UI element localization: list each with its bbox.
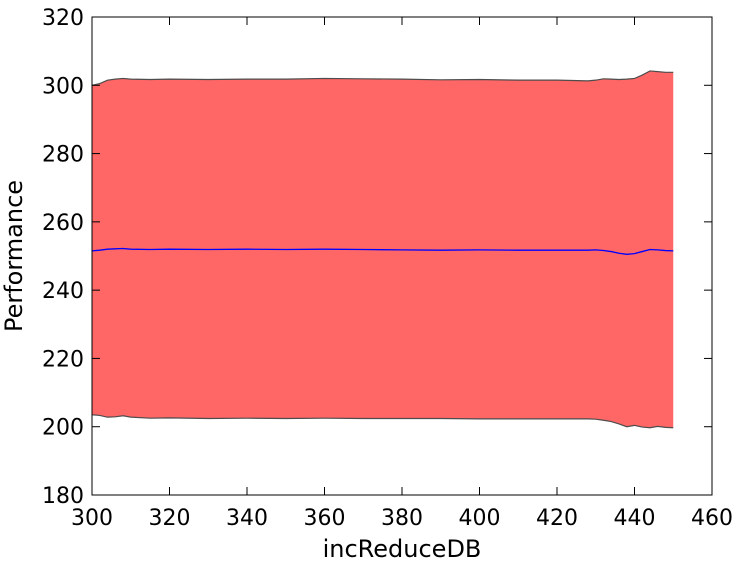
x-tick-label: 340 (226, 506, 268, 531)
x-tick-label: 360 (304, 506, 346, 531)
x-tick-label: 440 (614, 506, 656, 531)
y-tick-label: 220 (42, 347, 84, 372)
x-tick-label: 380 (381, 506, 423, 531)
y-axis-label: Performance (0, 180, 28, 332)
y-tick-label: 280 (42, 143, 84, 168)
y-tick-label: 240 (42, 279, 84, 304)
band-lower-edge (91, 414, 674, 429)
y-axis-ticks: 180 200 220 240 260 280 300 320 (42, 6, 712, 509)
y-tick-label: 320 (42, 6, 84, 31)
x-tick-label: 420 (536, 506, 578, 531)
x-axis-label: incReduceDB (323, 535, 482, 563)
x-tick-label: 300 (71, 506, 113, 531)
x-tick-label: 320 (149, 506, 191, 531)
mean-performance-line (91, 247, 674, 255)
x-tick-label: 400 (459, 506, 501, 531)
x-tick-label: 460 (691, 506, 733, 531)
band-upper-edge (91, 70, 674, 86)
y-tick-label: 260 (42, 211, 84, 236)
y-tick-label: 180 (42, 484, 84, 509)
y-tick-label: 300 (42, 74, 84, 99)
plot-area (91, 70, 674, 429)
x-axis-ticks: 300 320 340 360 380 400 420 440 460 (71, 17, 733, 531)
y-tick-label: 200 (42, 416, 84, 441)
